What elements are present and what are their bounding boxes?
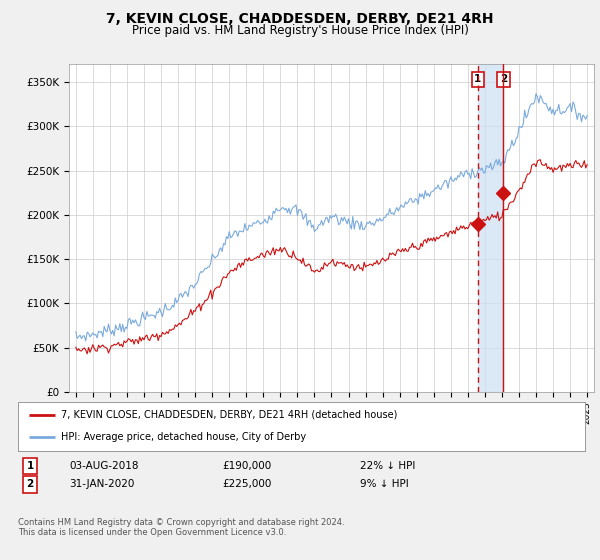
Text: 2: 2 [500,74,507,84]
Text: 7, KEVIN CLOSE, CHADDESDEN, DERBY, DE21 4RH: 7, KEVIN CLOSE, CHADDESDEN, DERBY, DE21 … [106,12,494,26]
Text: 1: 1 [26,461,34,471]
Text: 7, KEVIN CLOSE, CHADDESDEN, DERBY, DE21 4RH (detached house): 7, KEVIN CLOSE, CHADDESDEN, DERBY, DE21 … [61,410,397,420]
Text: 03-AUG-2018: 03-AUG-2018 [69,461,139,471]
Text: 31-JAN-2020: 31-JAN-2020 [69,479,134,489]
Text: HPI: Average price, detached house, City of Derby: HPI: Average price, detached house, City… [61,432,305,442]
Text: £225,000: £225,000 [222,479,271,489]
Text: 1: 1 [474,74,481,84]
Text: 2: 2 [26,479,34,489]
Bar [478,64,503,392]
Text: Price paid vs. HM Land Registry's House Price Index (HPI): Price paid vs. HM Land Registry's House … [131,24,469,36]
Text: 9% ↓ HPI: 9% ↓ HPI [360,479,409,489]
Text: £190,000: £190,000 [222,461,271,471]
Text: Contains HM Land Registry data © Crown copyright and database right 2024.
This d: Contains HM Land Registry data © Crown c… [18,518,344,538]
Text: 22% ↓ HPI: 22% ↓ HPI [360,461,415,471]
